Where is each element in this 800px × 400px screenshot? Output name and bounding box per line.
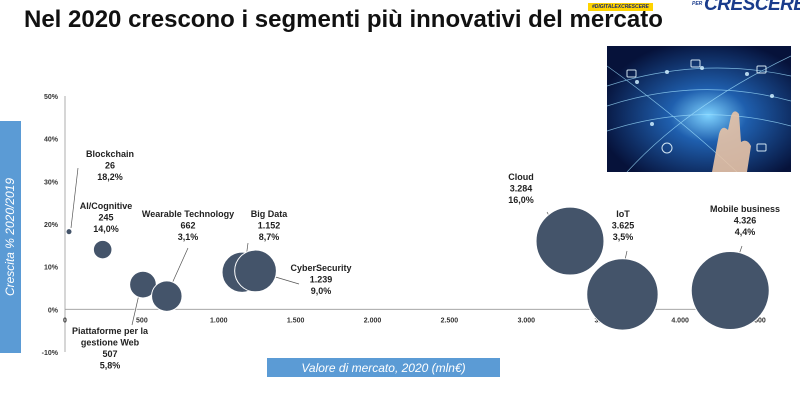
bubble [535,206,605,276]
y-tick-label: 30% [44,179,59,186]
y-tick-label: 50% [44,94,59,101]
bubble-label-name: Mobile business [710,204,780,214]
y-axis-title: Crescita % 2020/2019 [3,177,17,297]
bubble-label-value: 18,2% [97,172,123,182]
bubble-label-value: 4,4% [735,227,756,237]
bubble-label: Cloud 3.284 16,0% [508,172,534,205]
leader-line [70,167,79,229]
x-axis-title-box: Valore di mercato, 2020 (mln€) [267,358,500,377]
bubble-label: Blockchain 26 18,2% [86,149,134,182]
bubble-label-name: Cloud [508,172,534,182]
bubble-label-name: IoT [616,209,630,219]
brand-per: PER [692,1,703,7]
bubble-label-name: Piattaforme per la [72,326,149,336]
x-tick-label: 1.500 [287,317,305,324]
x-tick-label: 2.500 [441,317,459,324]
bubble-label-value: 3,5% [613,232,634,242]
bubble-label-value: 3.284 [510,184,533,194]
x-axis-ticks: 05001.0001.5002.0002.5003.0003.5004.0004… [63,317,766,324]
bubble-label-value: 9,0% [311,286,332,296]
bubble-label-value: 507 [102,349,117,359]
bubble [92,239,113,260]
brand-name: CRESCERE [704,0,800,15]
slide-title: Nel 2020 crescono i segmenti più innovat… [24,6,663,33]
x-tick-label: 1.000 [210,317,228,324]
leader-line [169,247,189,289]
bubble-label-value: 1.152 [258,221,281,231]
bubble-label-value: 26 [105,161,115,171]
x-axis-title: Valore di mercato, 2020 (mln€) [301,360,466,375]
bubble [65,228,73,236]
bubble-label-value: 3,1% [178,232,199,242]
bubble-label-value: 3.625 [612,221,635,231]
bubble-label: Big Data 1.152 8,7% [251,209,289,242]
bubble-label-value: 245 [98,213,113,223]
bubble-label: Mobile business 4.326 4,4% [710,204,780,237]
chart-bubbles [65,206,770,331]
bubble-label-value: 14,0% [93,224,119,234]
bubble-label: IoT 3.625 3,5% [612,209,635,242]
bubble-label-value: 4.326 [734,216,757,226]
bubble-labels: Blockchain 26 18,2% AI/Cognitive 245 14,0% Pia… [72,149,780,371]
x-tick-label: 4.500 [748,317,766,324]
bubble-label-value: 1.239 [310,275,333,285]
x-tick-label: 2.000 [364,317,382,324]
brand-hashtag: #DIGITALEXCRESCERE [588,3,653,11]
digital-network-photo [607,46,791,172]
y-tick-label: 0% [48,307,59,314]
bubble-label-name: Blockchain [86,149,134,159]
x-tick-label: 3.000 [518,317,536,324]
bubble-label-name: Big Data [251,209,289,219]
bubble [690,251,770,331]
bubble-label-name: Wearable Technology [142,209,234,219]
y-tick-label: 20% [44,222,59,229]
bubble [151,280,183,312]
x-tick-label: 4.000 [671,317,689,324]
y-axis-title-box: Crescita % 2020/2019 [0,121,21,353]
brand-logo: #DIGITALEXCRESCERE PER CRESCERE [588,0,800,15]
bubble-label: Wearable Technology 662 3,1% [142,209,234,242]
bubble [234,249,277,293]
y-tick-label: -10% [42,350,59,357]
bubble-label: AI/Cognitive 245 14,0% [80,201,133,234]
bubble-label-value: gestione Web [81,338,140,348]
bubble-label: CyberSecurity 1.239 9,0% [290,263,351,296]
y-tick-label: 40% [44,137,59,144]
y-axis-ticks: 50% 40% 30% 20% 10% 0% -10% [42,94,59,357]
bubble-label-value: 16,0% [508,195,534,205]
x-tick-label: 0 [63,317,67,324]
bubble-label-name: CyberSecurity [290,263,351,273]
bubble-label: Piattaforme per la gestione Web 507 5,8% [72,326,149,371]
bubble-label-value: 5,8% [100,361,121,371]
chart-axes [64,96,757,352]
x-tick-label: 500 [136,317,148,324]
bubble-label-value: 662 [180,221,195,231]
bubble-label-name: AI/Cognitive [80,201,133,211]
bubble [586,258,659,331]
bubble-label-value: 8,7% [259,232,280,242]
y-tick-label: 10% [44,265,59,272]
